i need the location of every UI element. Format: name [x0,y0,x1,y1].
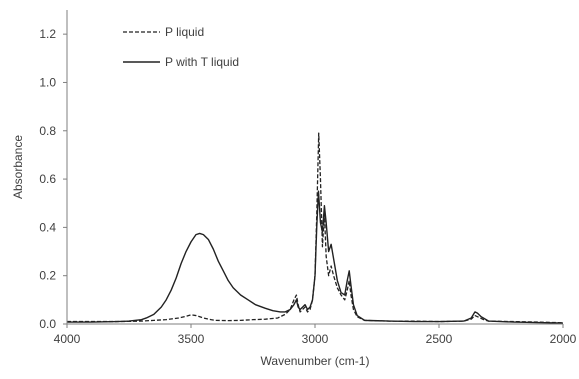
x-tick-label: 4000 [54,332,81,346]
series-line-p-with-t-liquid [67,190,564,324]
y-tick-label: 0.6 [39,172,56,186]
x-tick-label: 3500 [178,332,205,346]
legend-label: P with T liquid [165,55,239,69]
y-tick-label: 1.2 [39,27,56,41]
x-tick-label: 2500 [426,332,453,346]
x-axis-title: Wavenumber (cm-1) [261,354,370,368]
series-line-p-liquid [67,132,564,324]
y-tick-label: 0.2 [39,269,56,283]
legend-label: P liquid [165,25,204,39]
y-tick-label: 0.8 [39,124,56,138]
y-tick-label: 0.4 [39,220,56,234]
x-tick-label: 2000 [550,332,577,346]
axes-layer: 0.0 0.2 0.4 0.6 0.8 1.0 1.2 4000 3500 3000 2500 200… [39,10,577,346]
y-axis-title: Absorbance [11,135,25,199]
y-tick-label: 0.0 [39,317,56,331]
legend: P liquid P with T liquid [123,25,239,69]
y-tick-label: 1.0 [39,75,56,89]
series-layer [67,132,564,324]
x-tick-label: 3000 [302,332,329,346]
